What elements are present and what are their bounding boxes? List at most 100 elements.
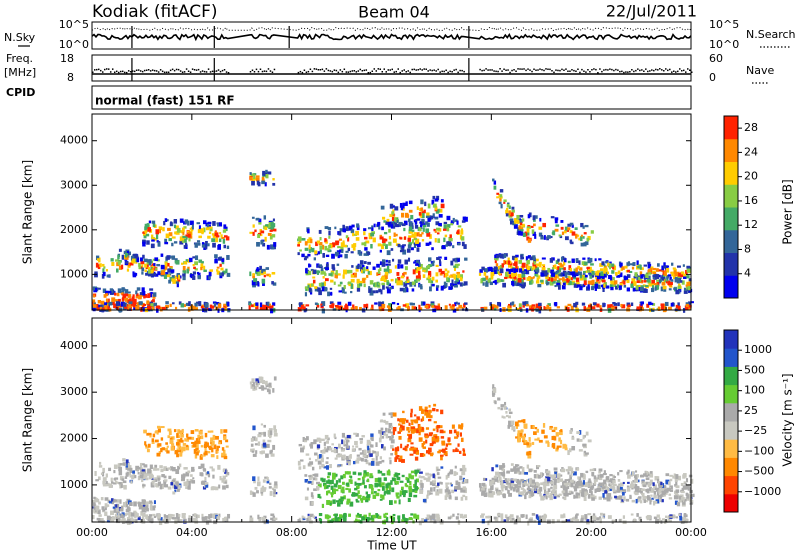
nave-dot	[177, 68, 180, 71]
velocity-echo-cell	[155, 483, 159, 488]
nave-dot	[609, 68, 611, 70]
power-echo-cell	[378, 227, 381, 230]
power-echo-cell	[583, 283, 586, 287]
velocity-echo-cell	[389, 437, 393, 441]
power-colorbar-tick-label: 28	[744, 121, 758, 134]
power-echo-cell	[663, 265, 667, 269]
velocity-echo-cell	[200, 463, 205, 469]
velocity-echo-cell	[491, 477, 495, 481]
power-echo-cell	[610, 276, 613, 281]
power-echo-cell	[123, 293, 127, 297]
power-echo-cell	[483, 268, 488, 273]
velocity-echo-cell	[675, 474, 679, 479]
velocity-echo-cell	[524, 472, 529, 475]
velocity-echo-cell	[143, 473, 148, 478]
velocity-echo-cell	[399, 424, 403, 428]
power-echo-cell	[359, 260, 364, 265]
velocity-echo-cell	[202, 486, 207, 490]
power-echo-cell	[133, 307, 136, 311]
velocity-echo-cell	[375, 442, 378, 448]
power-echo-cell	[272, 182, 276, 186]
power-echo-cell	[532, 215, 536, 221]
power-echo-cell	[521, 273, 526, 278]
velocity-echo-cell	[587, 439, 592, 443]
power-echo-cell	[409, 281, 413, 287]
nave-dot	[169, 69, 172, 72]
velocity-echo-cell	[669, 474, 673, 477]
velocity-echo-cell	[141, 507, 146, 513]
power-echo-cell	[205, 245, 208, 250]
velocity-echo-cell	[399, 418, 404, 421]
power-echo-cell	[549, 306, 552, 312]
nave-dot	[433, 69, 435, 71]
velocity-echo-cell	[354, 492, 359, 497]
nave-dot	[367, 72, 370, 74]
velocity-echo-cell	[493, 475, 497, 479]
velocity-echo-cell	[545, 495, 548, 500]
velocity-echo-cell	[252, 492, 256, 497]
power-echo-cell	[454, 265, 459, 269]
power-echo-cell	[156, 259, 160, 262]
velocity-echo-cell	[211, 440, 215, 446]
power-echo-cell	[594, 258, 597, 262]
velocity-echo-cell	[165, 442, 168, 445]
velocity-echo-cell	[458, 424, 462, 429]
power-echo-cell	[617, 302, 620, 307]
power-echo-cell	[406, 281, 410, 285]
power-echo-cell	[310, 238, 313, 244]
power-echo-cell	[678, 272, 681, 277]
velocity-echo-cell	[224, 453, 227, 458]
power-echo-cell	[546, 304, 550, 310]
velocity-echo-cell	[163, 479, 168, 482]
power-echo-cell	[557, 266, 560, 272]
power-echo-cell	[194, 255, 199, 261]
velocity-echo-cell	[500, 407, 503, 411]
velocity-echo-cell	[403, 447, 407, 451]
velocity-echo-cell	[342, 456, 346, 460]
power-echo-cell	[187, 220, 190, 226]
power-echo-cell	[314, 286, 318, 289]
power-echo-cell	[321, 286, 326, 292]
power-echo-cell	[575, 233, 578, 239]
velocity-echo-cell	[402, 514, 405, 519]
velocity-echo-cell	[549, 425, 553, 429]
velocity-echo-cell	[151, 438, 155, 442]
velocity-echo-cell	[177, 448, 182, 453]
power-echo-cell	[223, 224, 227, 229]
velocity-echo-cell	[634, 485, 639, 489]
velocity-echo-cell	[258, 376, 263, 381]
power-echo-cell	[561, 231, 565, 235]
velocity-echo-cell	[410, 434, 413, 439]
power-echo-cell	[437, 238, 441, 243]
power-echo-cell	[319, 245, 323, 250]
nsky-label: N.Sky	[4, 31, 36, 44]
velocity-echo-cell	[439, 454, 444, 457]
power-echo-cell	[443, 237, 446, 243]
power-echo-cell	[147, 227, 152, 232]
power-echo-cell	[626, 287, 631, 292]
power-echo-cell	[381, 238, 386, 244]
power-echo-cell	[194, 302, 198, 307]
power-echo-cell	[582, 270, 586, 274]
velocity-echo-cell	[104, 506, 107, 511]
velocity-echo-cell	[332, 472, 336, 478]
velocity-echo-cell	[416, 468, 421, 471]
velocity-echo-cell	[496, 491, 501, 496]
velocity-echo-cell	[110, 477, 113, 482]
power-echo-cell	[575, 301, 579, 305]
velocity-echo-cell	[317, 493, 321, 498]
velocity-echo-cell	[436, 517, 441, 520]
velocity-echo-cell	[502, 469, 505, 475]
power-ytick-label: 3000	[60, 178, 88, 191]
power-echo-cell	[448, 237, 453, 242]
power-echo-cell	[584, 224, 589, 228]
power-echo-cell	[519, 214, 524, 218]
power-echo-cell	[151, 272, 154, 277]
power-echo-cell	[416, 242, 421, 247]
velocity-echo-cell	[460, 496, 464, 501]
power-echo-cell	[485, 282, 489, 287]
power-echo-cell	[651, 279, 655, 284]
nave-dot	[641, 69, 643, 71]
power-echo-cell	[427, 222, 430, 227]
power-echo-cell	[496, 257, 499, 261]
